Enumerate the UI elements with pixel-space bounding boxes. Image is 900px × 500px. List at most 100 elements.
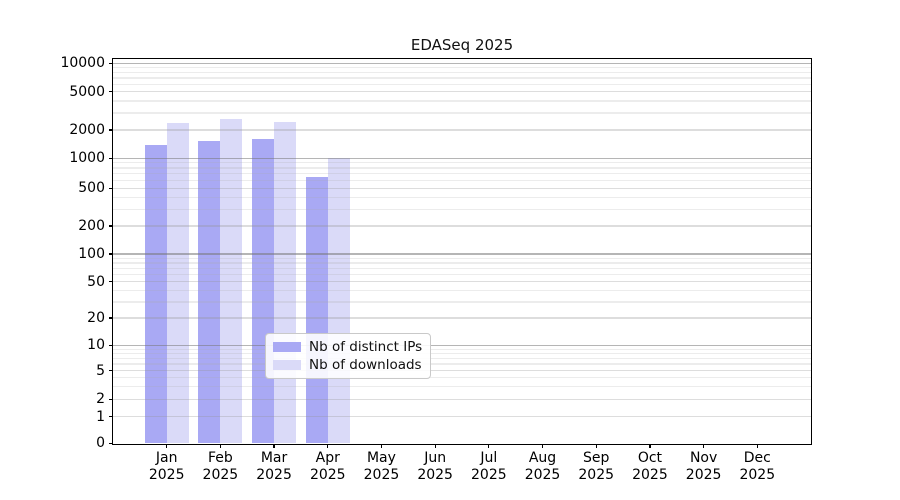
month-year: 2025 bbox=[685, 466, 722, 483]
month-name: Jul bbox=[480, 450, 498, 466]
month-name: Mar bbox=[260, 450, 288, 466]
x-tick-label-feb: Feb 2025 bbox=[192, 450, 248, 483]
gridline-80 bbox=[113, 262, 811, 264]
y-tick-mark-10000 bbox=[108, 62, 113, 64]
y-tick-label-5: 5 bbox=[96, 362, 105, 379]
month-year: 2025 bbox=[417, 466, 453, 483]
month-year: 2025 bbox=[471, 466, 507, 483]
x-tick-label-dec: Dec 2025 bbox=[729, 450, 785, 483]
y-tick-label-5000: 5000 bbox=[69, 83, 105, 100]
x-tick-mark-mar bbox=[273, 443, 275, 448]
month-year: 2025 bbox=[309, 466, 346, 483]
bar-ips-mar bbox=[252, 139, 275, 444]
month-name: Nov bbox=[689, 450, 718, 466]
legend-label-downloads: Nb of downloads bbox=[309, 357, 422, 373]
gridline-10000 bbox=[113, 62, 811, 64]
chart-title: EDASeq 2025 bbox=[410, 36, 514, 54]
bar-ips-feb bbox=[198, 140, 221, 444]
legend-swatch-distinct-ips bbox=[273, 342, 301, 352]
gridline-3000 bbox=[113, 112, 811, 114]
legend: Nb of distinct IPs Nb of downloads bbox=[265, 333, 431, 379]
x-tick-mark-jun bbox=[434, 443, 436, 448]
month-name: Apr bbox=[315, 450, 340, 466]
month-name: Aug bbox=[528, 450, 557, 466]
x-tick-label-sep: Sep 2025 bbox=[568, 450, 624, 483]
y-tick-mark-500 bbox=[108, 187, 113, 189]
y-tick-label-100: 100 bbox=[78, 246, 105, 262]
bar-downloads-mar bbox=[274, 121, 297, 444]
y-tick-mark-200 bbox=[108, 225, 113, 227]
gridline-500 bbox=[113, 187, 811, 189]
gridline-1000 bbox=[113, 157, 811, 159]
legend-swatch-downloads bbox=[273, 360, 301, 370]
month-name: Sep bbox=[583, 450, 610, 466]
gridline-600 bbox=[113, 179, 811, 181]
y-tick-label-2000: 2000 bbox=[69, 122, 105, 138]
gridline-3 bbox=[113, 386, 811, 388]
month-name: Feb bbox=[207, 450, 233, 466]
bar-ips-apr bbox=[305, 176, 328, 444]
gridline-70 bbox=[113, 267, 811, 269]
x-tick-label-nov: Nov 2025 bbox=[676, 450, 732, 483]
y-tick-label-200: 200 bbox=[78, 218, 105, 234]
gridline-700 bbox=[113, 173, 811, 175]
y-tick-mark-20 bbox=[108, 317, 113, 319]
gridline-9 bbox=[113, 348, 811, 350]
y-tick-label-50: 50 bbox=[87, 273, 105, 290]
gridline-4 bbox=[113, 377, 811, 379]
month-name: May bbox=[366, 450, 396, 466]
gridline-5 bbox=[113, 370, 811, 372]
x-tick-mark-sep bbox=[595, 443, 597, 448]
gridline-20 bbox=[113, 317, 811, 319]
y-tick-label-0: 0 bbox=[96, 435, 105, 452]
month-year: 2025 bbox=[202, 466, 239, 483]
month-year: 2025 bbox=[632, 466, 668, 483]
gridline-6 bbox=[113, 363, 811, 365]
month-name: Jan bbox=[155, 450, 178, 466]
legend-label-distinct-ips: Nb of distinct IPs bbox=[309, 339, 423, 355]
y-tick-mark-1000 bbox=[108, 157, 113, 159]
x-tick-mark-jul bbox=[488, 443, 490, 448]
y-tick-label-2: 2 bbox=[96, 391, 105, 408]
month-name: Oct bbox=[637, 450, 663, 466]
x-tick-label-oct: Oct 2025 bbox=[622, 450, 678, 483]
x-tick-mark-oct bbox=[649, 443, 651, 448]
gridline-2000 bbox=[113, 129, 811, 131]
month-year: 2025 bbox=[363, 466, 400, 483]
gridline-8000 bbox=[113, 71, 811, 74]
gridline-60 bbox=[113, 273, 811, 275]
x-tick-label-apr: Apr 2025 bbox=[300, 450, 356, 483]
y-tick-mark-2 bbox=[108, 398, 113, 400]
month-year: 2025 bbox=[739, 466, 776, 483]
y-tick-mark-2000 bbox=[108, 129, 113, 131]
gridline-9000 bbox=[113, 67, 811, 69]
gridline-200 bbox=[113, 225, 811, 227]
y-tick-mark-10 bbox=[108, 344, 113, 346]
x-tick-mark-feb bbox=[219, 443, 222, 448]
gridline-800 bbox=[113, 167, 811, 169]
gridline-2 bbox=[113, 398, 811, 400]
x-tick-mark-may bbox=[380, 443, 383, 448]
x-tick-label-jul: Jul 2025 bbox=[461, 450, 517, 483]
gridline-6000 bbox=[113, 83, 811, 85]
y-tick-mark-5000 bbox=[108, 91, 113, 93]
gridline-100 bbox=[113, 253, 811, 255]
x-tick-label-jan: Jan 2025 bbox=[139, 450, 195, 483]
y-tick-mark-50 bbox=[108, 281, 113, 283]
y-tick-mark-5 bbox=[108, 370, 113, 372]
x-tick-label-aug: Aug 2025 bbox=[515, 450, 571, 483]
gridline-50 bbox=[113, 281, 811, 283]
x-tick-mark-apr bbox=[327, 443, 329, 448]
month-year: 2025 bbox=[256, 466, 292, 483]
bar-downloads-feb bbox=[220, 119, 243, 444]
y-tick-label-1: 1 bbox=[96, 408, 105, 425]
gridline-5000 bbox=[113, 91, 811, 93]
y-tick-label-10000: 10000 bbox=[60, 55, 105, 72]
month-name: Dec bbox=[743, 450, 771, 466]
gridline-300 bbox=[113, 208, 811, 210]
bar-downloads-jan bbox=[166, 123, 189, 444]
gridline-900 bbox=[113, 162, 811, 164]
gridline-30 bbox=[113, 301, 811, 303]
legend-item-distinct-ips: Nb of distinct IPs bbox=[273, 339, 423, 355]
